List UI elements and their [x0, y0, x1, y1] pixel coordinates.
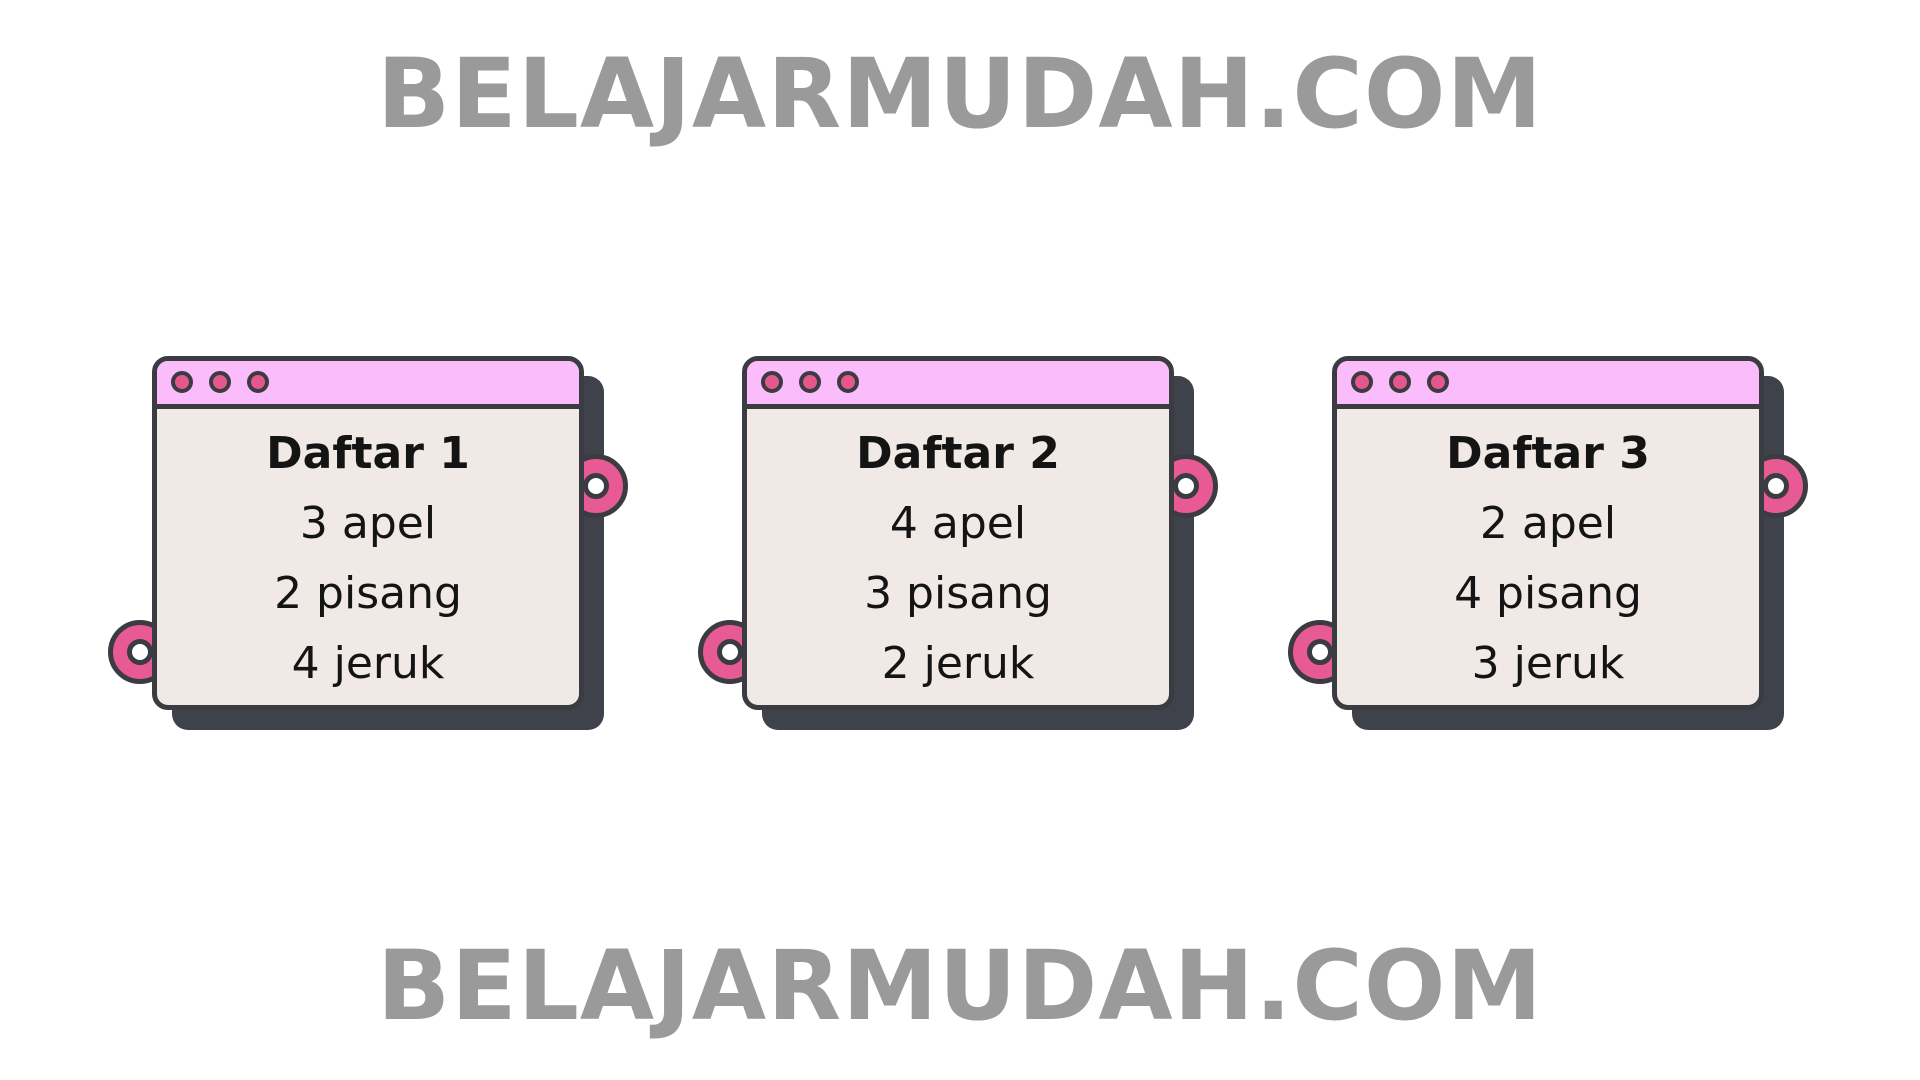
window-card: Daftar 2 4 apel 3 pisang 2 jeruk [742, 356, 1174, 710]
watermark-bottom: BELAJARMUDAH.COM [376, 930, 1544, 1042]
window-titlebar [1337, 361, 1759, 409]
list-card-1: Daftar 1 3 apel 2 pisang 4 jeruk [108, 356, 628, 730]
list-item: 3 jeruk [1471, 638, 1625, 689]
list-item: 4 jeruk [291, 638, 445, 689]
card-content: Daftar 1 3 apel 2 pisang 4 jeruk [157, 409, 579, 699]
list-item: 3 pisang [864, 568, 1052, 619]
window-titlebar [157, 361, 579, 409]
window-card: Daftar 1 3 apel 2 pisang 4 jeruk [152, 356, 584, 710]
list-item: 4 pisang [1454, 568, 1642, 619]
card-content: Daftar 2 4 apel 3 pisang 2 jeruk [747, 409, 1169, 699]
list-item: 4 apel [889, 498, 1027, 549]
card-title: Daftar 2 [856, 428, 1060, 479]
window-dot-icon [209, 371, 231, 393]
list-item: 3 apel [299, 498, 437, 549]
card-content: Daftar 3 2 apel 4 pisang 3 jeruk [1337, 409, 1759, 699]
window-dot-icon [1389, 371, 1411, 393]
window-card: Daftar 3 2 apel 4 pisang 3 jeruk [1332, 356, 1764, 710]
window-dot-icon [1427, 371, 1449, 393]
window-dot-icon [799, 371, 821, 393]
window-dot-icon [171, 371, 193, 393]
window-dot-icon [1351, 371, 1373, 393]
list-card-3: Daftar 3 2 apel 4 pisang 3 jeruk [1288, 356, 1808, 730]
list-item: 2 apel [1479, 498, 1617, 549]
window-titlebar [747, 361, 1169, 409]
list-card-2: Daftar 2 4 apel 3 pisang 2 jeruk [698, 356, 1218, 730]
window-dot-icon [837, 371, 859, 393]
list-item: 2 pisang [274, 568, 462, 619]
card-title: Daftar 1 [266, 428, 470, 479]
list-item: 2 jeruk [881, 638, 1035, 689]
watermark-top: BELAJARMUDAH.COM [376, 38, 1544, 150]
window-dot-icon [761, 371, 783, 393]
card-title: Daftar 3 [1446, 428, 1650, 479]
window-dot-icon [247, 371, 269, 393]
